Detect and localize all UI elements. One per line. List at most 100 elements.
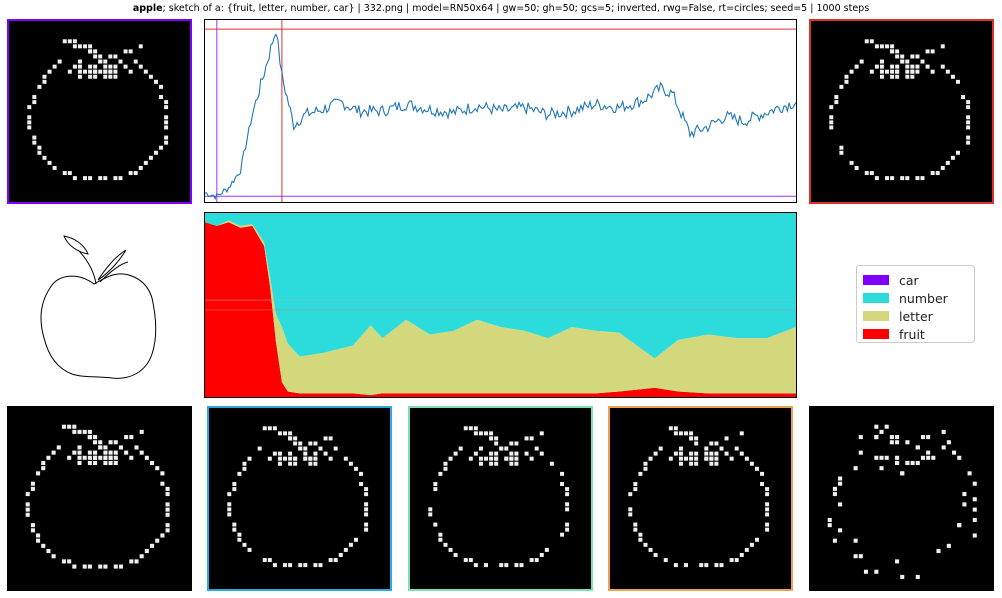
grid-dot — [473, 426, 478, 431]
top-left-grid — [7, 19, 192, 204]
grid-dot — [30, 523, 35, 528]
grid-dot — [509, 441, 514, 446]
grid-dot — [83, 44, 88, 49]
grid-dot — [724, 436, 729, 441]
grid-dot — [32, 95, 37, 100]
grid-dot — [709, 441, 714, 446]
grid-dot — [864, 171, 869, 176]
grid-dot — [164, 135, 169, 140]
grid-dot — [98, 564, 103, 569]
grid-dot — [765, 527, 770, 532]
grid-dot — [113, 176, 118, 181]
grid-dot — [242, 461, 247, 466]
grid-dot — [353, 537, 358, 542]
grid-dot — [962, 492, 967, 497]
grid-dot — [283, 431, 288, 436]
grid-dot — [88, 176, 93, 181]
grid-dot — [262, 426, 267, 431]
grid-dot — [237, 537, 242, 542]
grid-dot — [42, 155, 47, 160]
grid-dot — [910, 460, 915, 466]
grid-dot — [885, 44, 890, 49]
grid-dot — [288, 431, 293, 436]
grid-dot — [936, 549, 941, 554]
grid-dot — [565, 527, 570, 532]
grid-dot — [940, 64, 945, 69]
grid-dot — [77, 64, 82, 69]
grid-dot — [854, 64, 859, 69]
grid-dot — [36, 538, 41, 543]
grid-dot — [895, 455, 900, 460]
grid-dot — [946, 543, 951, 548]
grid-dot — [364, 487, 369, 492]
grid-dot — [879, 455, 884, 460]
grid-dot — [313, 441, 318, 446]
grid-dot — [879, 44, 884, 49]
grid-dot — [433, 482, 438, 487]
grid-dot — [628, 507, 633, 512]
grid-dot — [124, 435, 129, 440]
grid-dot — [663, 558, 668, 563]
grid-dot — [247, 547, 252, 552]
grid-dot — [148, 155, 153, 160]
grid-dot — [839, 84, 844, 89]
grid-dot — [61, 424, 67, 429]
grid-dot — [308, 461, 313, 466]
grid-dot — [448, 456, 453, 461]
grid-dot — [504, 456, 509, 461]
grid-dot — [473, 431, 478, 436]
grid-dot — [895, 69, 900, 74]
grid-dot — [272, 563, 277, 568]
grid-dot — [514, 441, 519, 446]
grid-dot — [343, 456, 348, 461]
grid-dot — [134, 559, 139, 564]
grid-dot — [113, 450, 118, 455]
grid-dot — [293, 441, 298, 446]
grid-dot — [895, 54, 900, 59]
grid-dot — [128, 171, 133, 176]
grid-dot — [62, 171, 67, 176]
grid-dot — [72, 176, 77, 181]
grid-dot — [499, 563, 504, 568]
grid-dot — [364, 522, 369, 527]
grid-dot — [103, 74, 108, 79]
grid-dot — [879, 69, 884, 74]
grid-dot — [673, 426, 678, 431]
grid-dot — [889, 435, 894, 440]
grid-dot — [972, 533, 977, 538]
grid-dot — [704, 451, 709, 456]
grid-dot — [27, 105, 32, 110]
grid-dot — [82, 564, 87, 569]
grid-dot — [227, 512, 232, 517]
grid-dot — [323, 451, 328, 456]
grid-dot — [633, 522, 638, 527]
grid-dot — [874, 64, 879, 69]
grid-dot — [895, 64, 900, 69]
grid-dot — [694, 461, 699, 466]
legend-item-number: number — [863, 289, 974, 307]
grid-dot — [108, 69, 113, 74]
grid-dot — [93, 455, 98, 460]
top-right-grid — [809, 19, 994, 204]
grid-dot — [874, 455, 879, 460]
grid-dot — [27, 115, 32, 120]
grid-dot — [165, 528, 170, 533]
grid-dot — [514, 451, 519, 456]
grid-dot — [895, 559, 900, 564]
grid-dot — [138, 64, 143, 69]
grid-dot — [138, 165, 143, 170]
grid-dot — [926, 450, 931, 455]
figure-title: apple; sketch of a: {fruit, letter, numb… — [0, 3, 1002, 14]
grid-dot — [829, 125, 834, 130]
grid-dot — [684, 563, 689, 568]
grid-dot — [67, 69, 72, 74]
grid-dot — [308, 456, 313, 461]
grid-dot — [87, 460, 92, 466]
grid-dot — [113, 440, 118, 445]
grid-dot — [103, 59, 108, 64]
grid-dot — [103, 64, 108, 69]
grid-dot — [47, 69, 52, 74]
grid-dot — [32, 135, 37, 140]
grid-dot — [242, 466, 247, 471]
grid-dot — [694, 451, 699, 456]
